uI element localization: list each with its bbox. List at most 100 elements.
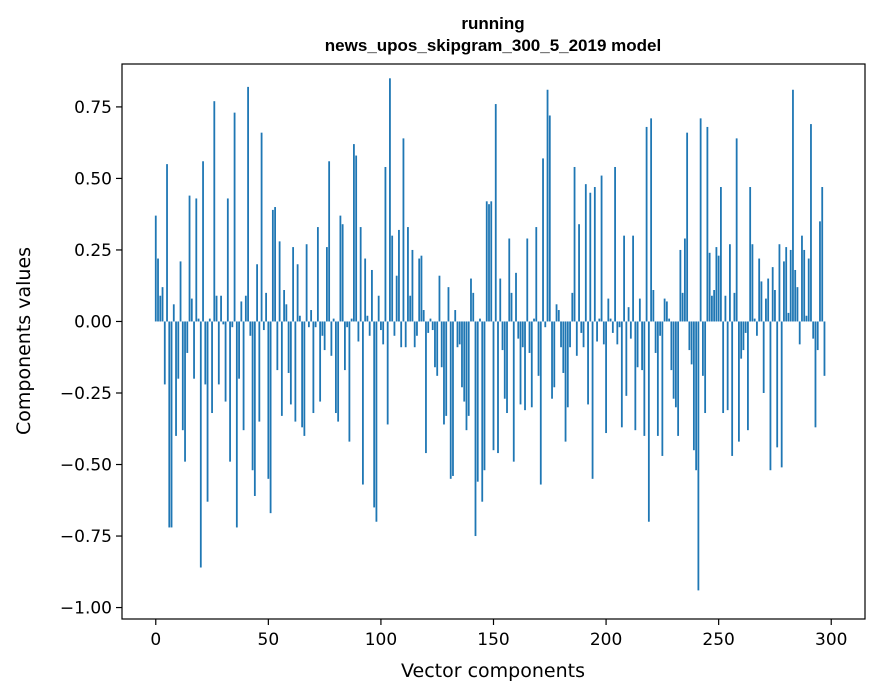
bar-component-76 [325, 247, 328, 322]
bar-component-203 [611, 321, 614, 333]
bar-component-24 [208, 318, 211, 322]
y-axis-label: Components values [13, 247, 35, 435]
x-tick-label: 250 [702, 630, 734, 650]
bar-component-273 [769, 321, 772, 471]
bar-component-205 [616, 321, 619, 345]
bar-component-151 [494, 104, 497, 322]
y-tick-label: −1.00 [60, 599, 112, 619]
bar-component-256 [731, 321, 734, 456]
bar-component-35 [233, 112, 236, 322]
bar-component-75 [323, 321, 326, 351]
bar-component-171 [539, 321, 542, 485]
bar-component-187 [575, 321, 578, 356]
bar-component-210 [627, 307, 630, 322]
bar-component-115 [413, 321, 416, 348]
bar-component-206 [618, 321, 621, 328]
bar-component-248 [713, 290, 716, 322]
bar-component-1 [157, 258, 159, 322]
bar-component-20 [199, 321, 202, 568]
bar-component-11 [179, 261, 182, 322]
bar-component-81 [337, 321, 340, 422]
bar-component-12 [181, 321, 184, 431]
bar-component-136 [461, 321, 463, 388]
y-tick-label: 0.75 [74, 98, 112, 118]
bar-component-31 [224, 321, 227, 402]
bar-component-103 [386, 321, 389, 425]
bar-component-296 [821, 187, 824, 322]
bar-component-109 [400, 321, 403, 348]
bar-component-92 [362, 321, 364, 485]
bar-component-219 [647, 321, 650, 522]
bar-component-173 [544, 321, 547, 328]
bar-component-83 [341, 224, 344, 322]
bar-component-102 [384, 166, 387, 322]
y-tick-label: 0.25 [74, 241, 112, 261]
bar-component-111 [404, 321, 407, 348]
bar-component-119 [422, 310, 425, 322]
bar-component-166 [528, 321, 531, 353]
bar-component-241 [697, 321, 700, 591]
bar-component-28 [217, 321, 220, 385]
bar-component-280 [785, 247, 788, 322]
bar-component-118 [420, 255, 423, 322]
bar-component-195 [593, 187, 596, 322]
bar-component-67 [305, 244, 308, 322]
bar-component-105 [391, 235, 394, 322]
bar-component-238 [690, 321, 693, 365]
bar-component-104 [389, 78, 391, 322]
bar-component-128 [443, 321, 445, 425]
bar-component-23 [206, 321, 209, 502]
bar-component-55 [278, 241, 281, 322]
bar-component-178 [555, 304, 558, 322]
bar-component-201 [607, 298, 610, 322]
bar-component-230 [672, 321, 675, 399]
bar-component-293 [814, 321, 817, 428]
bar-component-160 [515, 272, 517, 322]
bar-component-170 [537, 321, 540, 376]
bar-component-29 [220, 295, 222, 322]
bar-component-244 [704, 321, 707, 414]
bar-component-30 [222, 321, 225, 325]
y-tick-label: 0.00 [74, 312, 112, 332]
bar-component-214 [636, 321, 639, 368]
bar-component-270 [762, 321, 765, 393]
bar-component-184 [569, 321, 571, 348]
bar-component-57 [283, 290, 286, 322]
bar-component-33 [229, 321, 231, 462]
bar-component-5 [166, 164, 168, 322]
bar-component-48 [262, 321, 265, 331]
bar-component-154 [501, 321, 504, 351]
bar-component-168 [533, 318, 535, 322]
bar-component-93 [364, 258, 367, 322]
bar-component-120 [425, 321, 427, 454]
bar-component-84 [344, 321, 346, 371]
x-tick-label: 200 [590, 630, 622, 650]
x-axis-ticks: 0 50 100 150 200 250 300 [150, 619, 847, 650]
bar-component-259 [738, 321, 740, 442]
bar-component-86 [348, 321, 351, 442]
bar-component-196 [596, 321, 598, 342]
x-axis-label: Vector components [401, 660, 585, 682]
bar-component-10 [177, 321, 180, 379]
bar-component-193 [589, 192, 592, 322]
bar-component-157 [508, 238, 511, 322]
bar-component-212 [632, 235, 634, 322]
bar-component-141 [472, 292, 475, 322]
bar-component-121 [427, 321, 430, 333]
bar-component-53 [274, 207, 276, 322]
bar-component-25 [211, 321, 213, 414]
bar-component-284 [794, 269, 797, 322]
bar-component-225 [661, 321, 664, 456]
bar-component-228 [668, 318, 671, 322]
bar-component-142 [474, 321, 477, 537]
bar-component-143 [476, 321, 479, 482]
bar-component-250 [717, 255, 720, 322]
bar-component-224 [659, 321, 662, 336]
bar-component-95 [368, 321, 371, 336]
bar-component-98 [375, 321, 378, 522]
bar-component-152 [497, 321, 499, 454]
bar-component-247 [711, 295, 713, 322]
bar-component-133 [454, 310, 457, 322]
bar-component-281 [787, 312, 790, 322]
bar-component-96 [371, 269, 373, 322]
